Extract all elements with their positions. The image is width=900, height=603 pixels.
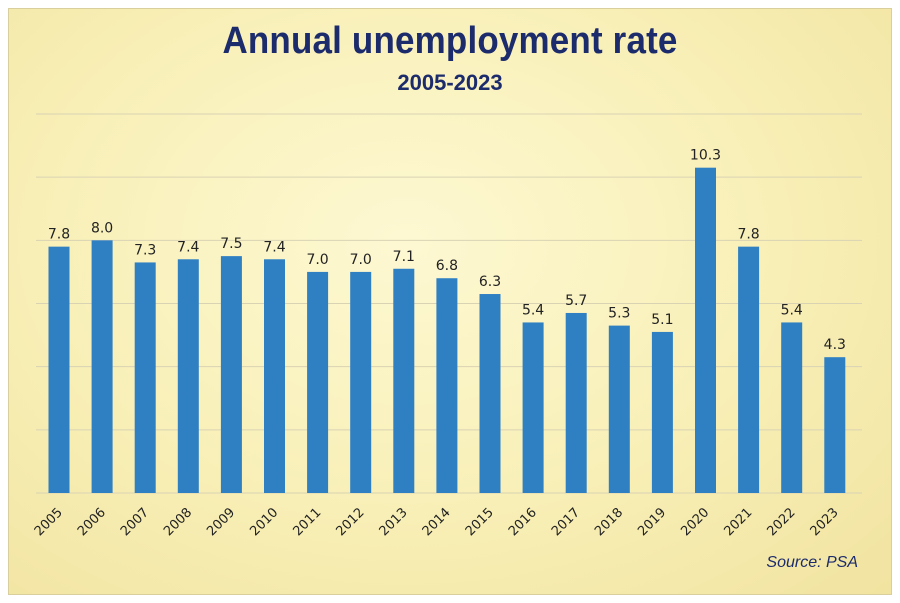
bar-2021 [738, 246, 760, 493]
bar-2012 [350, 271, 372, 493]
x-tick-2022: 2022 [765, 505, 799, 539]
value-label-2005: 7.8 [48, 227, 70, 243]
bar-2010 [264, 259, 285, 493]
bar-2006 [91, 240, 113, 493]
bar-2018 [608, 325, 630, 493]
x-tick-2009: 2009 [204, 505, 238, 539]
x-tick-2023: 2023 [808, 505, 842, 539]
value-label-2018: 5.3 [608, 306, 630, 322]
x-tick-2013: 2013 [377, 505, 411, 539]
value-label-2014: 6.8 [436, 258, 458, 274]
x-tick-2008: 2008 [161, 505, 195, 539]
x-tick-labels: 2005 2006 2007 2008 2009 2010 2011 2012 2013 2014… [32, 505, 842, 539]
x-tick-2020: 2020 [678, 505, 712, 539]
x-tick-2019: 2019 [635, 505, 669, 539]
x-tick-2007: 2007 [118, 505, 152, 539]
x-tick-2016: 2016 [506, 505, 540, 539]
bar-2005 [48, 246, 70, 493]
value-label-2017: 5.7 [565, 293, 587, 309]
value-label-2009: 7.5 [220, 236, 242, 252]
x-tick-2017: 2017 [549, 505, 583, 539]
x-tick-2011: 2011 [290, 505, 324, 539]
value-label-2021: 7.8 [737, 227, 759, 243]
chart-subtitle: 2005-2023 [397, 70, 503, 95]
value-label-2010: 7.4 [263, 239, 285, 255]
bar-2020 [695, 167, 716, 494]
x-tick-2012: 2012 [334, 505, 368, 539]
bar-2007 [134, 262, 156, 493]
x-tick-2015: 2015 [463, 505, 497, 539]
bar-2023 [824, 357, 846, 493]
bar-2008 [177, 259, 199, 493]
chart-title: Annual unemployment rate [222, 20, 678, 62]
value-label-2019: 5.1 [651, 312, 673, 328]
value-labels: 7.8 8.0 7.3 7.4 7.5 7.4 7.0 7.0 7.1 6.8 6.3 5.4 5.7 5… [48, 148, 846, 354]
bar-2013 [393, 268, 415, 493]
bar-2016 [522, 322, 544, 493]
bar-2015 [479, 294, 501, 493]
bar-2009 [220, 256, 242, 493]
bar-2019 [651, 331, 673, 493]
value-label-2013: 7.1 [393, 249, 415, 265]
value-label-2015: 6.3 [479, 274, 501, 290]
x-tick-2006: 2006 [75, 505, 109, 539]
bar-2017 [565, 312, 587, 493]
x-tick-2018: 2018 [592, 505, 626, 539]
x-tick-2005: 2005 [32, 505, 66, 539]
value-label-2006: 8.0 [91, 220, 113, 236]
bars [48, 167, 846, 494]
value-label-2012: 7.0 [350, 252, 372, 268]
value-label-2016: 5.4 [522, 302, 544, 318]
value-label-2020: 10.3 [690, 148, 721, 164]
bar-2014 [436, 278, 458, 493]
value-label-2008: 7.4 [177, 239, 199, 255]
value-label-2022: 5.4 [781, 302, 803, 318]
value-label-2023: 4.3 [824, 337, 846, 353]
bar-2011 [307, 271, 329, 493]
source-note: Source: PSA [766, 554, 858, 571]
x-tick-2021: 2021 [721, 505, 755, 539]
x-tick-2014: 2014 [420, 505, 454, 539]
value-label-2011: 7.0 [306, 252, 328, 268]
value-label-2007: 7.3 [134, 242, 156, 258]
bar-2022 [781, 322, 803, 493]
x-tick-2010: 2010 [247, 505, 281, 539]
